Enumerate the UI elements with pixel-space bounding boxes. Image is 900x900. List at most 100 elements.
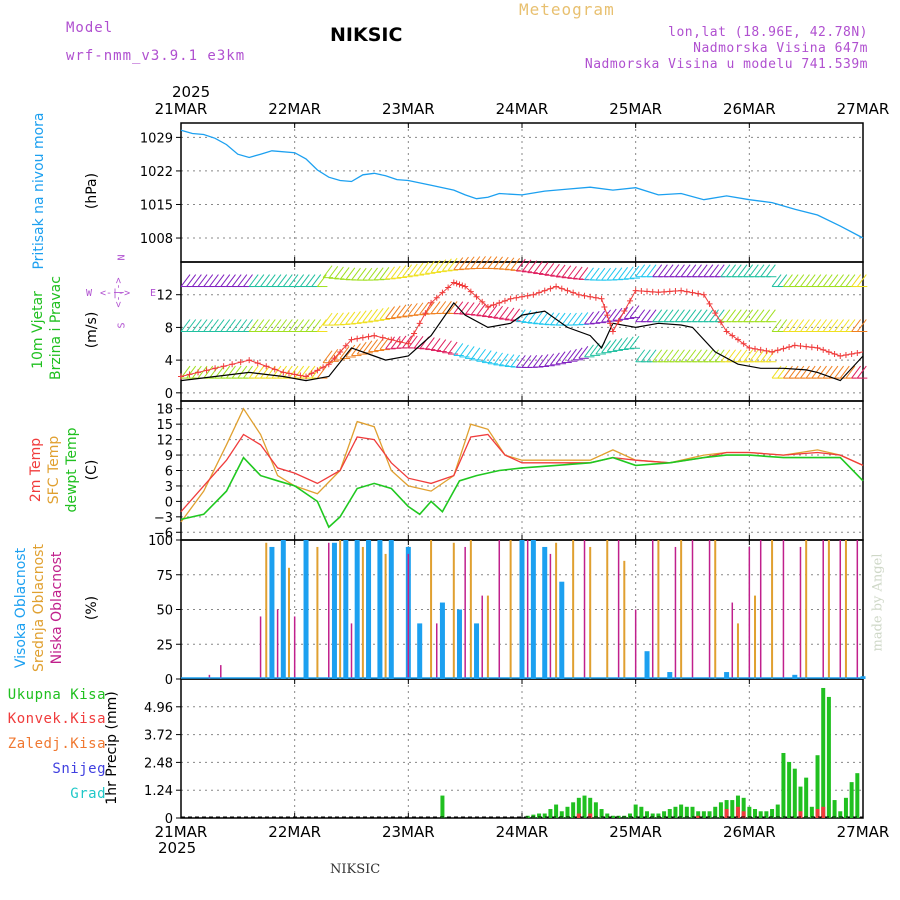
wind-barb	[726, 349, 736, 363]
wind-barb	[351, 311, 361, 324]
wind-barb	[226, 274, 236, 287]
pressure-ytick-label: 1022	[140, 165, 173, 180]
wind-barb	[567, 312, 577, 326]
total-precip-bar	[593, 802, 598, 818]
wind-barb	[419, 301, 430, 315]
wind-gust-marker	[439, 289, 446, 296]
wind-gust-marker	[780, 345, 787, 352]
wind-barb	[373, 267, 384, 281]
wind-gust-marker	[178, 373, 184, 380]
total-precip-bar	[639, 806, 644, 818]
wind-gust-marker	[644, 288, 651, 295]
wind-gust-marker	[303, 373, 310, 380]
wind-barb	[487, 305, 498, 318]
wind-barb	[214, 274, 225, 287]
total-precip-bar	[741, 797, 746, 818]
wind-barb	[180, 319, 191, 332]
wind-barb	[748, 349, 759, 363]
wind-barb	[618, 337, 629, 350]
total-precip-bar	[792, 768, 797, 818]
high-cloud-bar	[474, 623, 480, 679]
wind-gust-marker	[484, 303, 491, 310]
wind-gust-marker	[649, 288, 656, 295]
wind-barb	[822, 319, 833, 332]
wind-barb	[311, 319, 322, 332]
high-cloud-bar	[667, 672, 673, 679]
wind-barb	[532, 261, 543, 274]
wind-gust-marker	[416, 320, 423, 327]
wind-gust-marker	[467, 288, 474, 295]
date-label-top: 27MAR	[837, 100, 890, 118]
wind-barb	[748, 309, 759, 322]
wind-gust-marker	[428, 299, 435, 306]
wind-gust-marker	[291, 371, 298, 378]
wind-barb	[260, 319, 270, 332]
wind-barb	[544, 353, 555, 367]
temp-ytick-label: 0	[165, 495, 173, 510]
wind-barb	[828, 365, 839, 379]
wind-barb	[385, 336, 396, 350]
wind-barb	[265, 365, 276, 379]
wind-barb	[640, 264, 651, 278]
wind-gust-marker	[717, 319, 724, 326]
wind-barb	[567, 266, 577, 279]
wind-gust-marker	[308, 370, 315, 377]
total-precip-bar	[684, 806, 689, 818]
legend-freezing-precip: Zaledj.Kisa	[7, 736, 106, 752]
total-precip-bar	[633, 804, 638, 818]
wind-barb	[675, 264, 685, 278]
wind-gust-marker	[661, 288, 668, 295]
wind-barb	[544, 312, 555, 325]
wind-barb	[515, 258, 526, 272]
total-precip-bar	[662, 811, 667, 818]
wind-gust-marker	[320, 364, 327, 371]
precip-ytick-label: 0	[165, 812, 173, 827]
wind-gust-marker	[655, 289, 662, 296]
wind-barb	[561, 350, 572, 363]
pressure-ytick-label: 1008	[140, 232, 173, 247]
wind-barb	[334, 312, 344, 326]
wind-gust-marker	[513, 294, 520, 301]
wind-barb	[362, 340, 373, 354]
cloud-ytick-label: 25	[156, 638, 173, 653]
convective-precip-bar	[735, 806, 740, 818]
mid-cloud-bar	[714, 540, 717, 679]
wind-ytick-label: 0	[165, 387, 173, 402]
wind-barb	[453, 343, 464, 356]
mid-cloud-bar	[361, 546, 364, 679]
wind-barb	[237, 274, 248, 287]
year-bottom: 2025	[158, 839, 197, 857]
wind-gust-marker	[609, 328, 616, 335]
wind-barb	[345, 311, 356, 325]
wind-barb	[487, 351, 498, 365]
wind-barb	[731, 264, 742, 278]
wind-barb	[726, 309, 736, 322]
wind-barb	[265, 319, 276, 332]
wind-barb	[447, 257, 458, 271]
wind-barb	[373, 308, 384, 321]
wind-barb	[402, 303, 413, 317]
wind-barb	[771, 319, 782, 332]
wind-gust-marker	[422, 310, 429, 317]
wind-gust-marker	[666, 288, 673, 295]
total-precip-bar	[673, 806, 678, 818]
wind-barb	[817, 274, 827, 287]
wind-barb	[453, 257, 464, 270]
total-precip-bar	[599, 809, 604, 818]
total-precip-bar	[815, 755, 820, 818]
wind-barb	[686, 264, 697, 278]
high-cloud-bar	[644, 651, 650, 679]
wind-barb	[856, 274, 867, 287]
wind-barb	[481, 350, 492, 363]
wind-gust-marker	[797, 343, 804, 350]
wind-gust-marker	[752, 345, 759, 352]
cloud-ytick-label: 50	[156, 604, 173, 619]
wind-barb	[322, 312, 333, 326]
wind-barb	[584, 267, 594, 281]
wind-barb	[794, 319, 805, 332]
wind-ytick-label: 4	[165, 354, 173, 369]
wind-barb	[629, 265, 640, 279]
wind-barb	[794, 365, 805, 379]
compass-west: W	[86, 288, 93, 299]
wind-gust-marker	[388, 336, 395, 343]
